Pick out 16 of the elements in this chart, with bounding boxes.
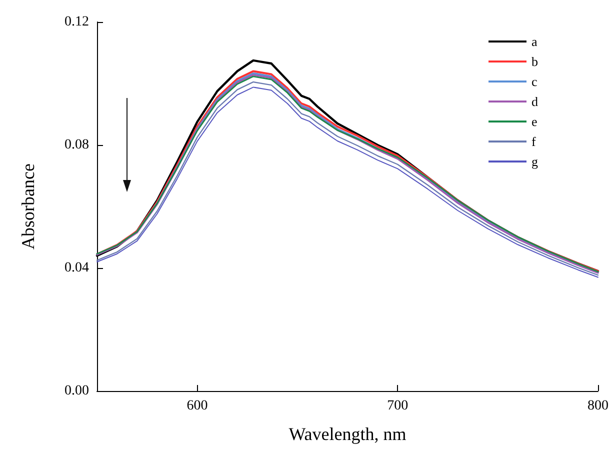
y-tick-label: 0.00	[64, 384, 89, 398]
y-tick-label: 0.08	[64, 138, 89, 152]
legend-label: b	[532, 54, 538, 69]
y-tick-label: 0.04	[64, 260, 89, 276]
legend-label: g	[532, 154, 538, 169]
x-tick-label: 700	[387, 398, 408, 414]
legend-label: c	[532, 74, 538, 89]
legend-label: d	[532, 94, 538, 109]
x-tick-label: 600	[186, 398, 208, 414]
x-axis-title: Wavelength, nm	[288, 424, 406, 444]
legend-label: a	[532, 34, 538, 49]
legend-label: f	[532, 134, 536, 149]
x-tick-label: 800	[588, 398, 608, 414]
legend-label: e	[532, 114, 538, 129]
y-tick-label: 0.12	[64, 14, 89, 30]
y-axis-title: Absorbance	[18, 164, 38, 250]
